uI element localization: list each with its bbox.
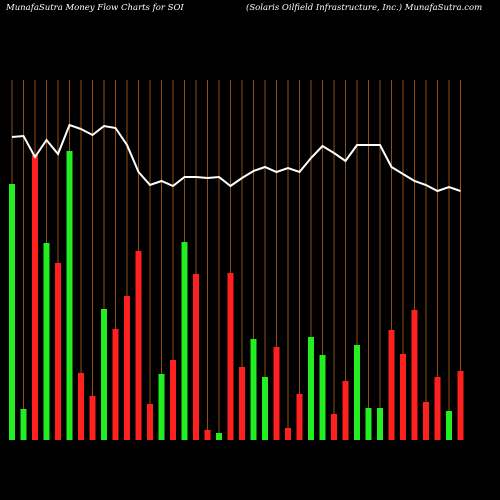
bar — [216, 433, 222, 440]
bar — [457, 371, 464, 440]
bar — [32, 155, 38, 440]
chart-title: MunafaSutra Money Flow Charts for SOI — [5, 3, 184, 13]
bar — [377, 408, 383, 440]
bar — [112, 329, 119, 440]
bar — [354, 345, 360, 440]
bar — [193, 274, 199, 440]
bar — [9, 184, 15, 440]
bar — [388, 330, 395, 440]
bar — [181, 242, 188, 440]
bar — [319, 355, 326, 440]
bar — [20, 409, 27, 440]
bar — [296, 394, 303, 440]
bar — [227, 273, 234, 440]
bar — [331, 414, 337, 440]
bar — [273, 347, 280, 440]
chart-subtitle: (Solaris Oilfield Infrastructure, Inc.) … — [246, 2, 482, 13]
bar — [446, 411, 452, 440]
bar — [158, 374, 165, 440]
bar — [135, 251, 142, 440]
bar — [434, 377, 441, 440]
bar — [101, 309, 107, 440]
bar — [124, 296, 130, 440]
line — [11, 123, 461, 193]
bar — [89, 396, 96, 440]
bar — [342, 381, 349, 440]
bar — [400, 354, 406, 440]
bar — [285, 428, 291, 440]
bar — [250, 339, 257, 440]
bar — [43, 243, 50, 440]
bar — [55, 263, 61, 440]
bar — [423, 402, 429, 440]
bar — [204, 430, 211, 440]
bar — [411, 310, 418, 440]
bar — [308, 337, 314, 440]
bar — [147, 404, 153, 440]
bar — [78, 373, 84, 440]
bar — [170, 360, 176, 440]
bar — [66, 151, 73, 440]
bar — [262, 377, 268, 440]
bar — [239, 367, 245, 440]
bar — [365, 408, 372, 440]
